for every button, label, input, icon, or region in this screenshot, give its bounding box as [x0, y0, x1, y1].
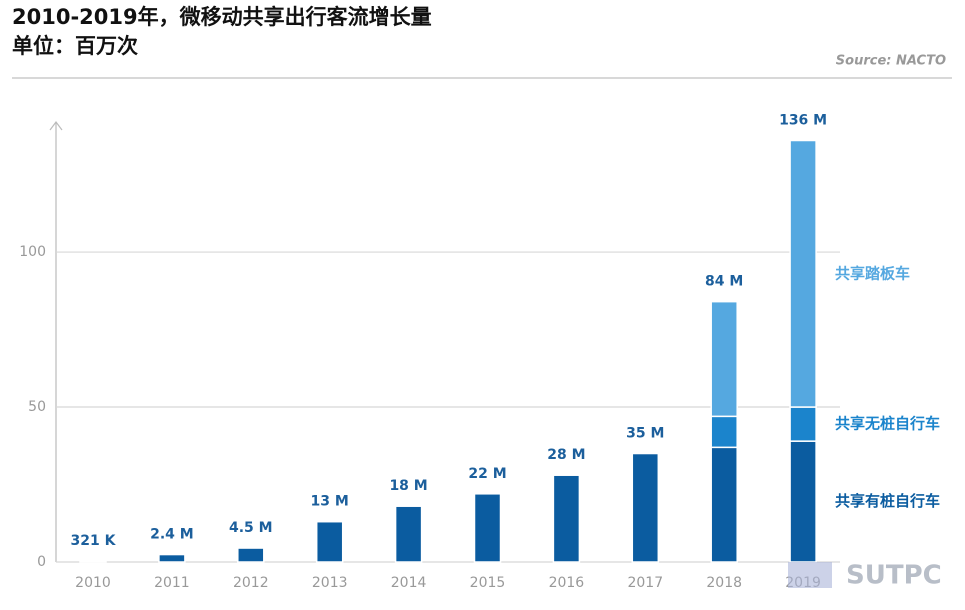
bar-segment: [710, 446, 738, 563]
bar-segment: [394, 505, 423, 563]
total-label: 13 M: [311, 494, 349, 510]
x-tick-label: 2014: [391, 575, 427, 591]
x-tick-label: 2016: [549, 575, 585, 591]
x-tick-label: 2018: [706, 575, 742, 591]
total-label: 22 M: [468, 466, 506, 482]
total-label: 84 M: [705, 274, 743, 290]
x-tick-label: 2012: [233, 575, 269, 591]
bar-segment: [710, 415, 738, 449]
axis-arrow: [49, 121, 63, 131]
x-tick-label: 2017: [627, 575, 663, 591]
watermark-logo: [788, 562, 832, 588]
y-tick-label: 50: [28, 399, 46, 415]
bar-segment: [789, 139, 817, 408]
watermark: SUTPC: [846, 561, 942, 591]
x-tick-label: 2011: [154, 575, 190, 591]
chart-subtitle: 单位：百万次: [12, 34, 138, 58]
bar-segment: [473, 493, 502, 563]
total-label: 4.5 M: [229, 520, 273, 536]
bar-segment: [631, 452, 660, 563]
bar-segment: [158, 553, 186, 563]
bar-segment: [237, 547, 265, 563]
bar-segment: [552, 474, 581, 563]
x-tick-label: 2015: [470, 575, 506, 591]
total-label: 18 M: [389, 478, 427, 494]
total-label: 28 M: [547, 447, 585, 463]
bar-segment: [79, 560, 107, 563]
x-tick-label: 2010: [75, 575, 111, 591]
legend-label: 共享踏板车: [835, 264, 910, 282]
y-tick-label: 0: [37, 554, 46, 570]
total-label: 35 M: [626, 426, 664, 442]
bar-segment: [789, 406, 817, 442]
total-label: 321 K: [71, 533, 117, 549]
bar-segment: [315, 520, 344, 563]
x-tick-label: 2013: [312, 575, 348, 591]
total-label: 2.4 M: [150, 527, 194, 543]
legend-label: 共享无桩自行车: [835, 415, 940, 433]
chart-title: 2010-2019年，微移动共享出行客流增长量: [12, 5, 432, 29]
bar-segment: [710, 300, 738, 418]
source: Source: NACTO: [836, 54, 946, 69]
bar-segment: [789, 440, 817, 563]
total-label: 136 M: [779, 112, 827, 128]
y-tick-label: 100: [19, 244, 46, 260]
legend-label: 共享有桩自行车: [835, 492, 940, 510]
